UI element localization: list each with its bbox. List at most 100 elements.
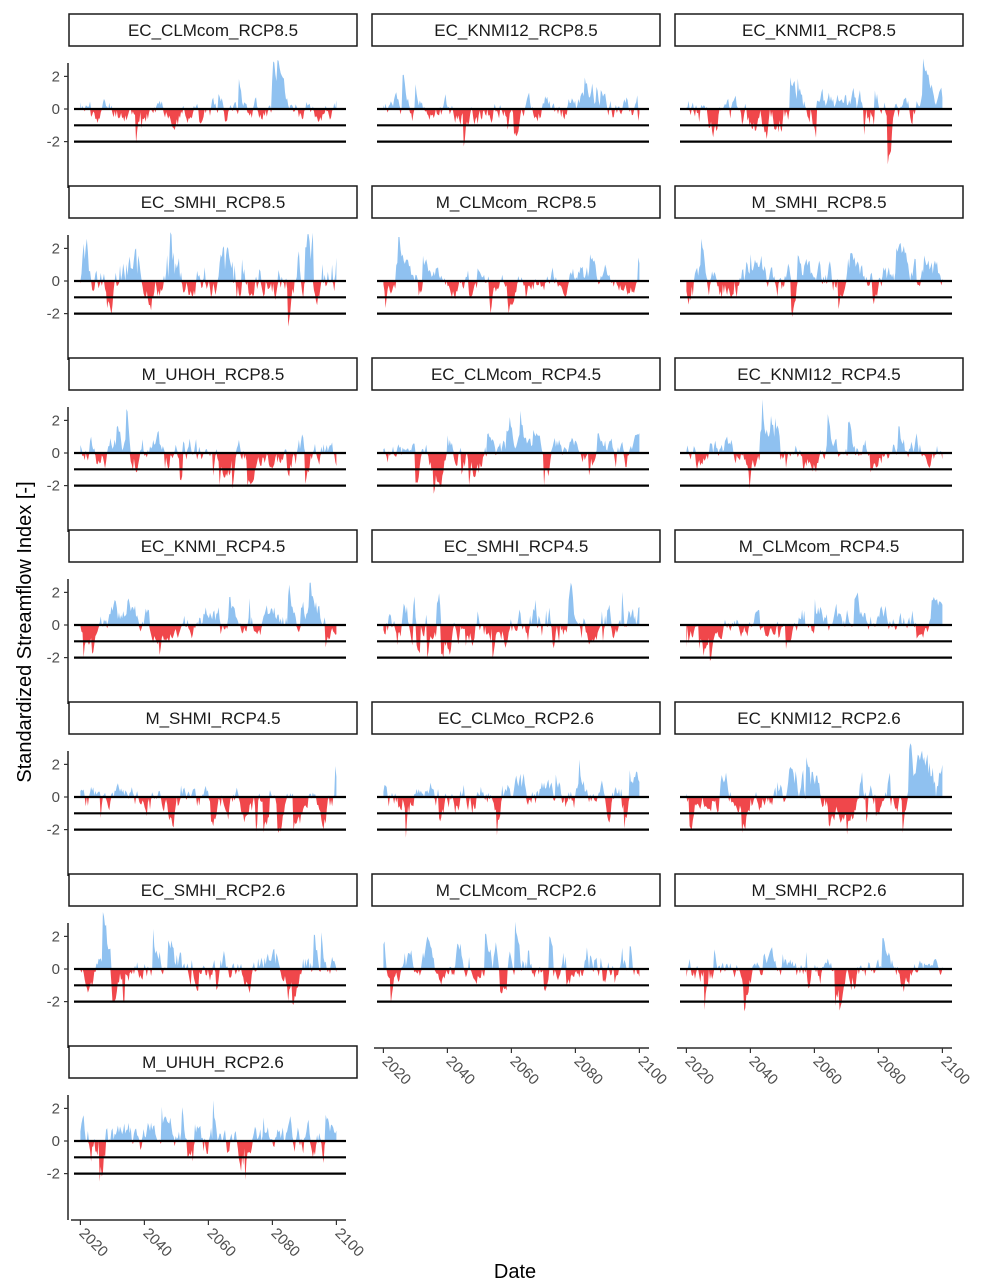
x-tick-label: 2060	[507, 1053, 543, 1089]
strip-box	[68, 185, 358, 219]
panel-title: M_UHOH_RCP8.5	[142, 365, 285, 384]
strip-box	[674, 185, 964, 219]
panel-title: EC_KNMI12_RCP2.6	[737, 709, 900, 728]
panel: EC_KNMI_RCP4.5 2 0 -2	[47, 529, 358, 704]
x-tick-label: 2080	[571, 1053, 607, 1089]
panel: EC_KNMI12_RCP8.5	[371, 13, 661, 147]
strip-box	[68, 13, 358, 47]
y-tick-label: 0	[52, 617, 60, 634]
strip-box	[68, 701, 358, 735]
y-tick-label: -2	[47, 134, 60, 151]
x-tick-label: 2060	[204, 1225, 240, 1261]
panel-title: M_CLMcom_RCP8.5	[436, 193, 597, 212]
strip-box	[371, 529, 661, 563]
panel-title: EC_CLMcom_RCP4.5	[431, 365, 601, 384]
y-tick-label: 2	[52, 240, 60, 257]
x-tick-label: 2080	[874, 1053, 910, 1089]
positive-area	[80, 582, 337, 625]
y-tick-label: -2	[47, 478, 60, 495]
strip-box	[674, 13, 964, 47]
x-axis-title: Date	[494, 1261, 536, 1282]
panel: EC_CLMcom_RCP8.5 2 0 -2	[47, 13, 358, 188]
positive-area	[80, 911, 337, 969]
panel-title: EC_SMHI_RCP2.6	[141, 881, 286, 900]
positive-area	[686, 58, 943, 109]
negative-area	[686, 969, 943, 1012]
panel-title: EC_CLMcom_RCP8.5	[128, 21, 298, 40]
negative-area	[383, 797, 640, 838]
x-tick-label: 2020	[682, 1053, 718, 1089]
negative-area	[383, 625, 640, 660]
y-tick-label: 0	[52, 445, 60, 462]
negative-area	[80, 109, 337, 144]
strip-box	[674, 873, 964, 907]
negative-area	[80, 453, 337, 489]
strip-box	[371, 701, 661, 735]
panel-title: EC_KNMI_RCP4.5	[141, 537, 286, 556]
y-tick-label: -2	[47, 994, 60, 1011]
panel: M_SMHI_RCP2.6 2020 2040 2060 2080 2100	[674, 873, 973, 1089]
y-tick-label: 2	[52, 584, 60, 601]
panel: M_UHOH_RCP8.5 2 0 -2	[47, 357, 358, 532]
negative-area	[686, 281, 943, 317]
y-tick-label: 2	[52, 928, 60, 945]
panel: M_CLMcom_RCP4.5	[674, 529, 964, 661]
y-tick-label: -2	[47, 1166, 60, 1183]
negative-area	[80, 1141, 337, 1182]
positive-area	[80, 60, 337, 109]
y-tick-label: 0	[52, 789, 60, 806]
y-tick-label: -2	[47, 306, 60, 323]
positive-area	[686, 238, 943, 281]
panel: EC_SMHI_RCP8.5 2 0 -2	[47, 185, 358, 360]
negative-area	[686, 625, 943, 661]
panel: EC_KNMI1_RCP8.5	[674, 13, 964, 165]
strip-box	[68, 529, 358, 563]
panel: M_CLMcom_RCP2.6 2020 2040 2060 2080 2100	[371, 873, 670, 1089]
strip-box	[674, 529, 964, 563]
positive-area	[383, 74, 640, 109]
positive-area	[383, 582, 640, 625]
panel: M_SHMI_RCP4.5 2 0 -2	[47, 701, 358, 876]
x-tick-label: 2040	[140, 1225, 176, 1261]
strip-box	[68, 873, 358, 907]
x-tick-label: 2040	[746, 1053, 782, 1089]
panel-title: EC_KNMI12_RCP8.5	[434, 21, 597, 40]
panel: M_UHUH_RCP2.6 2 0 -2 2020 2040 2060 2080 2100	[47, 1045, 367, 1261]
positive-area	[80, 1100, 337, 1141]
y-tick-label: 0	[52, 101, 60, 118]
panel-grid: EC_CLMcom_RCP8.5 2 0 -2 EC_KNMI12_RCP8.5 EC_K…	[47, 13, 973, 1261]
panel-title: M_SMHI_RCP8.5	[751, 193, 886, 212]
y-tick-label: 2	[52, 412, 60, 429]
strip-box	[674, 701, 964, 735]
panel-title: EC_SMHI_RCP4.5	[444, 537, 589, 556]
y-tick-label: 2	[52, 1100, 60, 1117]
strip-box	[371, 13, 661, 47]
panel: M_CLMcom_RCP8.5	[371, 185, 661, 315]
panel-title: M_SMHI_RCP2.6	[751, 881, 886, 900]
panel-title: M_CLMcom_RCP2.6	[436, 881, 597, 900]
panel: EC_KNMI12_RCP2.6	[674, 701, 964, 835]
y-tick-label: -2	[47, 822, 60, 839]
panel: EC_SMHI_RCP2.6 2 0 -2	[47, 873, 358, 1048]
y-tick-label: 0	[52, 1133, 60, 1150]
panel: EC_SMHI_RCP4.5	[371, 529, 661, 660]
positive-area	[383, 236, 640, 281]
panel-title: EC_SMHI_RCP8.5	[141, 193, 286, 212]
positive-area	[686, 399, 943, 453]
positive-area	[383, 759, 640, 797]
panel-title: EC_KNMI1_RCP8.5	[742, 21, 896, 40]
positive-area	[80, 408, 337, 453]
strip-box	[371, 185, 661, 219]
panel: EC_CLMcom_RCP4.5	[371, 357, 661, 494]
negative-area	[80, 969, 337, 1005]
positive-area	[80, 232, 337, 281]
x-tick-label: 2020	[76, 1225, 112, 1261]
negative-area	[686, 109, 943, 165]
y-tick-label: 2	[52, 756, 60, 773]
negative-area	[686, 797, 943, 835]
x-tick-label: 2040	[443, 1053, 479, 1089]
strip-box	[68, 1045, 358, 1079]
positive-area	[686, 938, 943, 969]
y-tick-label: 0	[52, 961, 60, 978]
negative-area	[383, 109, 640, 147]
